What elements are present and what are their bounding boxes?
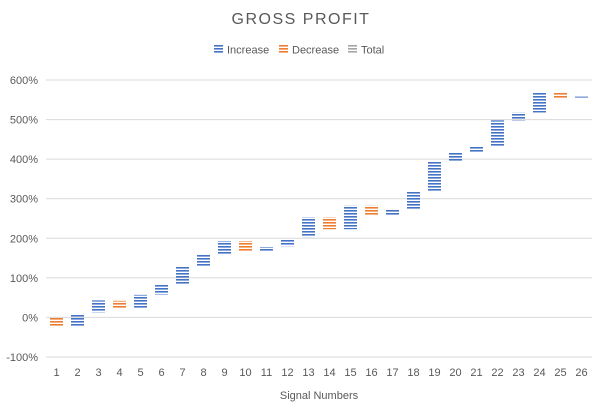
y-tick-label: 200% [10, 233, 38, 245]
x-tick-label: 6 [158, 367, 164, 379]
bar-17 [386, 209, 399, 216]
x-axis-title: Signal Numbers [280, 390, 359, 402]
bar-7 [176, 265, 189, 285]
x-tick-label: 24 [533, 367, 545, 379]
y-tick-label: -100% [6, 352, 38, 364]
bar-1 [50, 317, 63, 327]
legend-swatch-total [348, 45, 357, 54]
bar-9 [218, 241, 231, 255]
x-tick-label: 16 [365, 367, 377, 379]
x-tick-label: 13 [302, 367, 314, 379]
bar-23 [512, 112, 525, 121]
x-tick-label: 20 [449, 367, 461, 379]
x-tick-label: 9 [221, 367, 227, 379]
x-tick-label: 3 [95, 367, 101, 379]
x-tick-label: 22 [491, 367, 503, 379]
bar-21 [470, 146, 483, 153]
x-tick-label: 7 [179, 367, 185, 379]
y-tick-label: 400% [10, 154, 38, 166]
y-tick-label: 100% [10, 273, 38, 285]
x-axis: 1 2 3 4 5 6 7 8 9 10 11 12 13 14 15 16 17 18 19 20 21 22 23 24 2… [53, 367, 587, 379]
x-tick-label: 4 [116, 367, 122, 379]
x-tick-label: 5 [137, 367, 143, 379]
x-tick-label: 19 [428, 367, 440, 379]
bar-12 [281, 239, 294, 247]
x-tick-label: 15 [344, 367, 356, 379]
bar-24 [533, 92, 546, 113]
bars [50, 92, 588, 327]
x-tick-label: 8 [200, 367, 206, 379]
bar-16 [365, 205, 378, 216]
x-tick-label: 2 [74, 367, 80, 379]
bar-11 [260, 246, 273, 251]
y-axis: -100% 0% 100% 200% 300% 400% 500% 600% [6, 75, 38, 364]
bar-6 [155, 284, 168, 295]
legend-label-total: Total [361, 45, 384, 57]
x-tick-label: 23 [512, 367, 524, 379]
x-tick-label: 25 [554, 367, 566, 379]
y-tick-label: 500% [10, 115, 38, 127]
legend-label-increase: Increase [227, 45, 269, 57]
bar-5 [134, 294, 147, 309]
bar-3 [92, 300, 105, 313]
bar-10 [239, 241, 252, 251]
x-tick-label: 12 [281, 367, 293, 379]
legend: Increase Decrease Total [214, 45, 384, 57]
legend-label-decrease: Decrease [292, 45, 339, 57]
y-tick-label: 0% [22, 312, 38, 324]
bar-22 [491, 120, 504, 147]
legend-swatch-increase [214, 45, 223, 54]
x-tick-label: 10 [239, 367, 251, 379]
bar-2 [71, 314, 84, 327]
y-tick-label: 600% [10, 75, 38, 87]
bar-13 [302, 217, 315, 238]
x-tick-label: 1 [53, 367, 59, 379]
x-tick-label: 14 [323, 367, 335, 379]
bar-25 [554, 92, 567, 99]
x-tick-label: 17 [386, 367, 398, 379]
bar-14 [323, 217, 336, 230]
bar-26 [575, 96, 588, 99]
bar-4 [113, 300, 126, 309]
gridlines [46, 79, 592, 358]
chart-title: GROSS PROFIT [232, 11, 371, 28]
bar-18 [407, 191, 420, 210]
bar-15 [344, 205, 357, 230]
bar-20 [449, 152, 462, 162]
bar-19 [428, 161, 441, 192]
x-tick-label: 21 [470, 367, 482, 379]
x-tick-label: 11 [261, 367, 272, 379]
x-tick-label: 26 [575, 367, 587, 379]
bar-8 [197, 254, 210, 266]
y-tick-label: 300% [10, 194, 38, 206]
x-tick-label: 18 [407, 367, 419, 379]
legend-swatch-decrease [279, 45, 288, 54]
